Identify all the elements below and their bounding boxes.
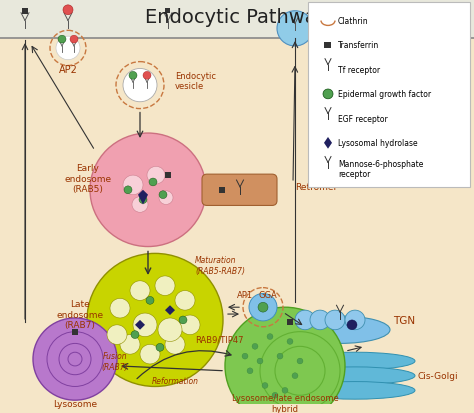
Circle shape	[287, 339, 293, 344]
Text: Late
endosome
(RAB7): Late endosome (RAB7)	[56, 299, 103, 329]
Circle shape	[325, 311, 345, 330]
Circle shape	[107, 325, 127, 344]
Circle shape	[155, 276, 175, 296]
Text: Mannose-6-phosphate: Mannose-6-phosphate	[338, 159, 423, 169]
Circle shape	[130, 281, 150, 301]
Text: Transferrin: Transferrin	[338, 41, 379, 50]
Text: GGA: GGA	[259, 290, 277, 299]
Text: RAB9/TIP47: RAB9/TIP47	[195, 335, 244, 344]
Circle shape	[249, 294, 277, 321]
Circle shape	[133, 313, 157, 337]
Text: AP1: AP1	[237, 290, 253, 299]
Circle shape	[70, 36, 78, 44]
Text: Reformation: Reformation	[152, 376, 199, 385]
Circle shape	[139, 196, 147, 204]
Text: Retromer: Retromer	[295, 183, 337, 192]
Ellipse shape	[295, 382, 415, 399]
Bar	[22, 9, 28, 14]
Circle shape	[247, 368, 253, 374]
Text: EGF receptor: EGF receptor	[338, 114, 388, 123]
Circle shape	[323, 90, 333, 100]
Circle shape	[156, 344, 164, 351]
FancyBboxPatch shape	[308, 3, 470, 188]
Circle shape	[58, 36, 66, 44]
Text: Tf receptor: Tf receptor	[338, 66, 380, 75]
Circle shape	[295, 311, 315, 330]
Circle shape	[87, 254, 223, 387]
Bar	[325, 43, 331, 49]
Circle shape	[179, 316, 187, 324]
Circle shape	[242, 354, 248, 359]
Circle shape	[159, 191, 173, 205]
Circle shape	[147, 167, 165, 185]
Circle shape	[131, 331, 139, 339]
FancyBboxPatch shape	[202, 175, 277, 206]
Circle shape	[267, 334, 273, 339]
Bar	[219, 188, 225, 193]
Circle shape	[140, 344, 160, 364]
Polygon shape	[135, 320, 145, 330]
Text: Endocytic Pathway: Endocytic Pathway	[146, 8, 328, 27]
Text: AP2: AP2	[59, 65, 77, 75]
Circle shape	[143, 72, 151, 80]
Bar	[0, 0, 474, 39]
Text: Maturation
(RAB5-RAB7): Maturation (RAB5-RAB7)	[195, 256, 245, 275]
Bar	[165, 9, 171, 14]
Circle shape	[132, 197, 148, 213]
Text: Endocytic
vesicle: Endocytic vesicle	[175, 71, 216, 91]
Circle shape	[129, 72, 137, 80]
Polygon shape	[138, 190, 148, 205]
Circle shape	[110, 299, 130, 318]
Text: Lysosomal hydrolase: Lysosomal hydrolase	[338, 139, 418, 148]
Bar	[287, 319, 293, 325]
Bar	[165, 173, 171, 178]
Circle shape	[282, 387, 288, 393]
Circle shape	[33, 318, 117, 400]
Circle shape	[63, 6, 73, 16]
Bar	[72, 329, 78, 335]
Circle shape	[120, 335, 140, 354]
Text: Clathrin: Clathrin	[338, 17, 369, 26]
Text: Epidermal growth factor: Epidermal growth factor	[338, 90, 431, 99]
Circle shape	[297, 358, 303, 364]
Polygon shape	[324, 138, 332, 150]
Text: Cis-Golgi: Cis-Golgi	[418, 371, 459, 380]
Circle shape	[149, 178, 157, 186]
Circle shape	[146, 297, 154, 304]
Circle shape	[56, 37, 80, 61]
Circle shape	[159, 191, 167, 199]
Circle shape	[347, 320, 357, 330]
Circle shape	[277, 354, 283, 359]
Text: Lysosome: Lysosome	[53, 399, 97, 408]
Circle shape	[123, 69, 157, 102]
Circle shape	[292, 373, 298, 379]
Text: Fusion
(RAB7): Fusion (RAB7)	[102, 351, 128, 371]
Ellipse shape	[295, 352, 415, 370]
Circle shape	[345, 311, 365, 330]
Circle shape	[165, 335, 185, 354]
Text: receptor: receptor	[338, 169, 370, 178]
Circle shape	[90, 134, 206, 247]
Polygon shape	[165, 306, 175, 315]
Circle shape	[272, 392, 278, 398]
Circle shape	[262, 382, 268, 389]
Circle shape	[225, 307, 345, 413]
Ellipse shape	[290, 316, 390, 344]
Circle shape	[310, 311, 330, 330]
Circle shape	[124, 186, 132, 194]
Text: Lysosome/late endosome
hybrid: Lysosome/late endosome hybrid	[232, 394, 338, 413]
Circle shape	[180, 315, 200, 335]
Text: Early
endosome
(RAB5): Early endosome (RAB5)	[64, 164, 111, 193]
Circle shape	[277, 12, 313, 47]
Circle shape	[252, 344, 258, 349]
Circle shape	[123, 176, 143, 195]
Circle shape	[158, 318, 182, 342]
Text: TGN: TGN	[393, 315, 415, 325]
Circle shape	[175, 291, 195, 311]
Circle shape	[257, 358, 263, 364]
Circle shape	[258, 303, 268, 312]
Ellipse shape	[295, 367, 415, 385]
